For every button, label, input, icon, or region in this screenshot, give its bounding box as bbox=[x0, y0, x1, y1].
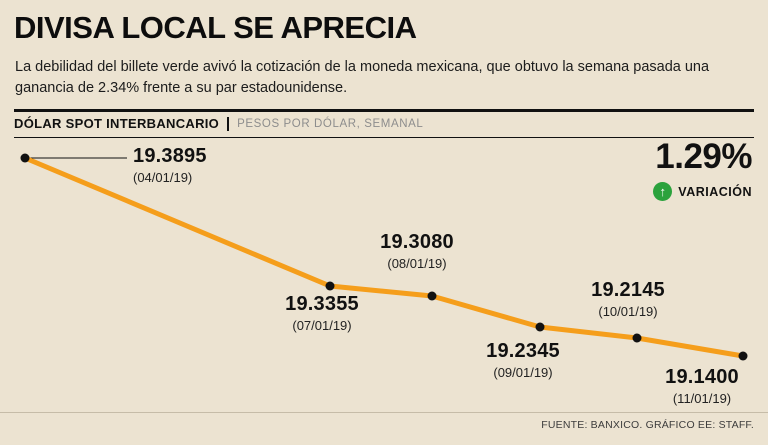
variation-label: VARIACIÓN bbox=[678, 184, 752, 199]
footer-divider bbox=[0, 412, 768, 413]
chart-kicker: DÓLAR SPOT INTERBANCARIO PESOS POR DÓLAR… bbox=[14, 116, 423, 131]
data-point-value: 19.3895 bbox=[133, 145, 207, 167]
data-point-label: 19.1400 (11/01/19) bbox=[637, 366, 767, 406]
chart-title: DÓLAR SPOT INTERBANCARIO bbox=[14, 116, 220, 131]
chart-units-label: PESOS POR DÓLAR, SEMANAL bbox=[237, 117, 424, 130]
variation-row: ↑ VARIACIÓN bbox=[653, 182, 752, 201]
variation-stat: 1.29% ↑ VARIACIÓN bbox=[653, 137, 752, 201]
variation-value: 1.29% bbox=[655, 137, 752, 176]
data-point-date: (10/01/19) bbox=[598, 304, 658, 319]
data-point-label: 19.3895 (04/01/19) bbox=[133, 145, 207, 185]
page-title: DIVISA LOCAL SE APRECIA bbox=[14, 10, 417, 45]
data-point-value: 19.3355 bbox=[285, 293, 359, 315]
kicker-separator bbox=[227, 116, 230, 131]
data-point-label: 19.2345 (09/01/19) bbox=[453, 340, 593, 380]
data-point-value: 19.2345 bbox=[486, 340, 560, 362]
data-point-label: 19.2145 (10/01/19) bbox=[558, 279, 698, 319]
data-point-date: (07/01/19) bbox=[292, 318, 352, 333]
data-point-date: (09/01/19) bbox=[493, 365, 553, 380]
page-subtitle: La debilidad del billete verde avivó la … bbox=[15, 59, 710, 97]
data-point-label: 19.3080 (08/01/19) bbox=[347, 231, 487, 271]
data-point-value: 19.1400 bbox=[665, 366, 739, 388]
data-point-date: (08/01/19) bbox=[387, 256, 447, 271]
source-credit: FUENTE: BANXICO. GRÁFICO EE: STAFF. bbox=[541, 419, 754, 431]
data-point-date: (04/01/19) bbox=[133, 170, 193, 185]
data-point-label: 19.3355 (07/01/19) bbox=[252, 293, 392, 333]
divider-thin bbox=[14, 137, 754, 138]
divider-thick bbox=[14, 109, 754, 112]
data-point-value: 19.3080 bbox=[380, 231, 454, 253]
data-point-value: 19.2145 bbox=[591, 279, 665, 301]
data-point-date: (11/01/19) bbox=[672, 391, 732, 406]
up-arrow-icon: ↑ bbox=[653, 182, 673, 201]
